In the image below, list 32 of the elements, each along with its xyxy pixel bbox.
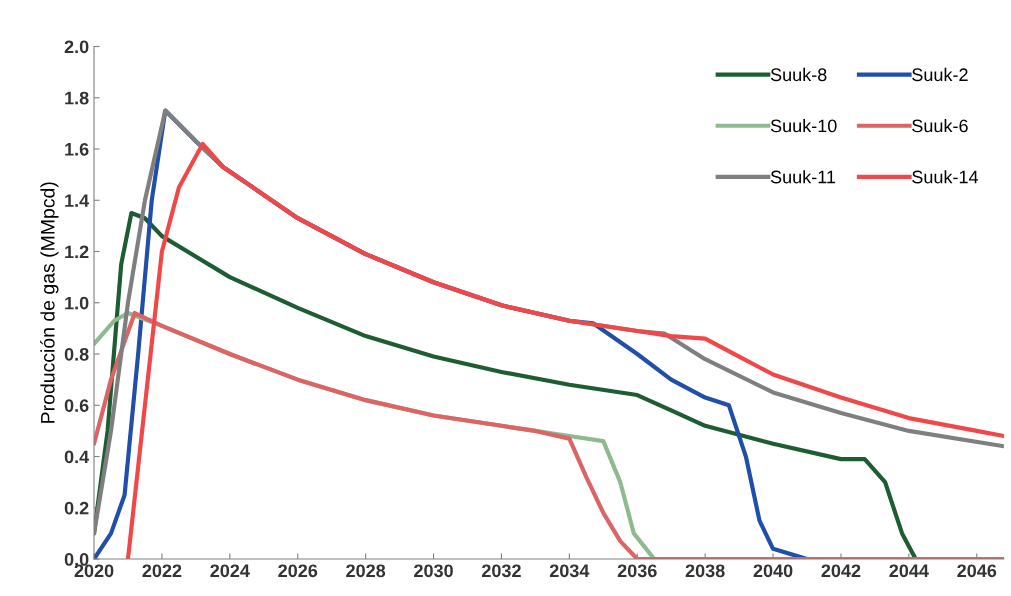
- y-tick-label: 1.2: [65, 245, 89, 259]
- y-tick-label: 2.0: [64, 40, 89, 54]
- legend-label: Suuk-6: [912, 119, 968, 133]
- x-tick-label: 2024: [210, 564, 250, 578]
- y-tick-label: 0.0: [64, 552, 89, 566]
- x-tick-label: 2032: [481, 564, 521, 578]
- y-tick-label: 0.4: [64, 450, 90, 464]
- x-tick-label: 2044: [889, 564, 929, 578]
- y-tick-label: 0.8: [64, 347, 89, 361]
- legend-label: Suuk-8: [770, 67, 827, 82]
- x-tick-label: 2020: [74, 564, 114, 578]
- y-tick-label: 0.2: [64, 501, 89, 515]
- x-tick-label: 2046: [957, 564, 997, 578]
- y-tick-label: 0.6: [64, 399, 89, 412]
- legend-label: Suuk-2: [912, 67, 968, 82]
- legend-label: Suuk-14: [912, 170, 979, 184]
- x-tick-label: 2038: [685, 564, 725, 578]
- x-tick-label: 2030: [414, 564, 453, 578]
- y-tick-label: 1.8: [65, 91, 89, 105]
- x-tick-label: 2026: [278, 564, 318, 578]
- y-axis-title: Producción de gas (MMpcd): [40, 182, 59, 423]
- x-tick-label: 2034: [549, 564, 590, 578]
- x-tick-label: 2022: [142, 564, 182, 578]
- y-tick-label: 1.0: [65, 296, 89, 310]
- y-tick-label: 1.6: [65, 142, 89, 156]
- x-tick-label: 2028: [346, 564, 386, 578]
- legend-label: Suuk-10: [770, 119, 837, 133]
- legend-label: Suuk-11: [770, 170, 836, 184]
- x-tick-label: 2036: [617, 564, 657, 578]
- y-tick-label: 1.4: [65, 194, 90, 207]
- x-tick-label: 2040: [753, 564, 793, 578]
- x-tick-label: 2042: [821, 564, 861, 578]
